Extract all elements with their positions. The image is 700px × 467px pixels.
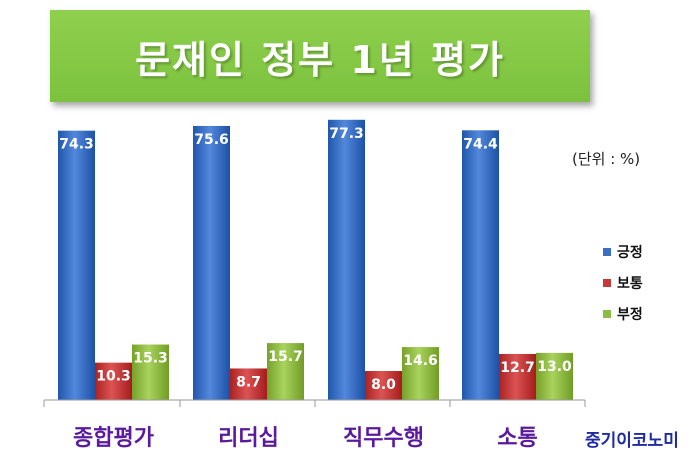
legend-item-negative: 부정 (603, 298, 643, 329)
bar-positive (58, 130, 95, 400)
bar-neutral (95, 362, 132, 400)
category-label: 소통 (497, 426, 537, 451)
title-banner: 문재인 정부 1년 평가 (50, 10, 590, 102)
legend-swatch-neutral (603, 278, 611, 287)
legend-label-neutral: 보통 (617, 275, 643, 292)
data-label: 75.6 (194, 132, 229, 148)
legend: 긍정 보통 부정 (603, 236, 643, 329)
data-label: 10.3 (96, 369, 131, 385)
data-label: 14.6 (403, 353, 438, 369)
legend-item-neutral: 보통 (603, 267, 643, 298)
data-label: 8.0 (371, 377, 396, 393)
category-label: 직무수행 (343, 426, 424, 451)
bar-neutral (499, 353, 536, 400)
brand-logo-text: 중기이코노미 (585, 431, 679, 451)
legend-item-positive: 긍정 (603, 236, 643, 267)
bar-neutral (230, 368, 267, 400)
legend-swatch-positive (603, 247, 611, 256)
data-label: 8.7 (236, 374, 261, 390)
data-label: 12.7 (500, 360, 535, 376)
data-label: 77.3 (329, 126, 364, 142)
bar-positive (193, 125, 230, 400)
data-label: 15.7 (268, 349, 303, 365)
bar-positive (328, 119, 365, 400)
bar-positive (462, 130, 499, 401)
bar-negative (267, 343, 304, 400)
unit-note: (단위 : %) (572, 150, 641, 168)
bar-negative (536, 352, 573, 400)
category-label: 리더십 (218, 426, 279, 451)
data-label: 13.0 (537, 359, 572, 375)
legend-swatch-negative (603, 309, 611, 318)
legend-label-positive: 긍정 (617, 244, 643, 261)
bar-negative (402, 347, 439, 400)
data-label: 15.3 (133, 351, 168, 367)
data-label: 74.3 (59, 137, 94, 153)
data-label: 74.4 (463, 136, 498, 152)
category-label: 종합평가 (73, 425, 154, 451)
chart-title: 문재인 정부 1년 평가 (135, 37, 505, 82)
bar-neutral (365, 371, 402, 400)
bar-negative (132, 344, 169, 400)
legend-label-negative: 부정 (617, 306, 643, 323)
